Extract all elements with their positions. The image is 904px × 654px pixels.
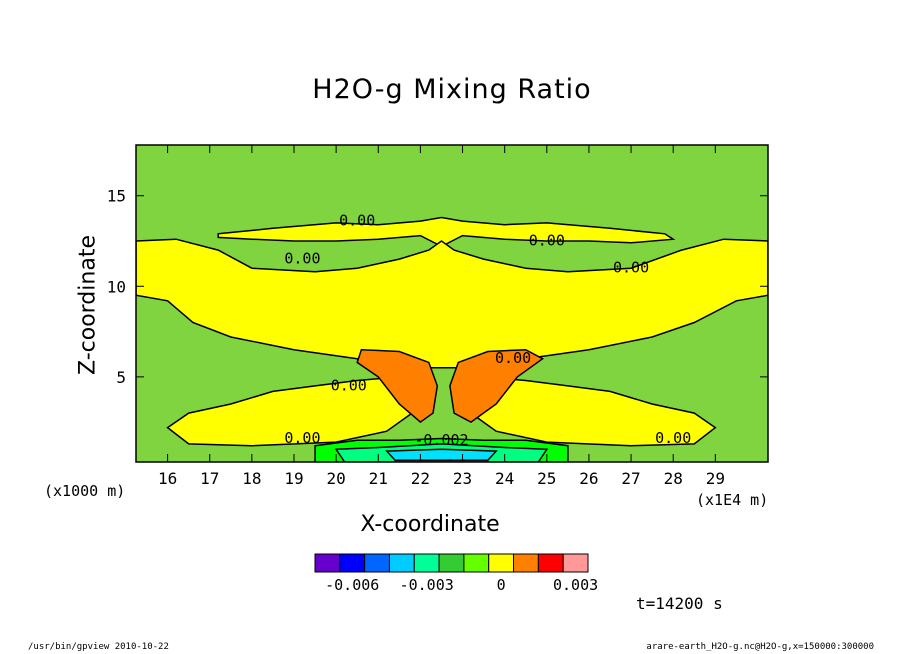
- colorbar-swatch: [438, 553, 465, 573]
- colorbar-tick-label: -0.003: [400, 576, 454, 594]
- colorbar-swatch: [339, 553, 366, 573]
- x-axis-label: X-coordinate: [360, 512, 500, 537]
- x-tick-label: 23: [453, 469, 472, 488]
- contour-region-upper-moist-band: [217, 216, 676, 248]
- x-scale-label: (x1E4 m): [696, 491, 769, 509]
- x-tick-label: 28: [664, 469, 683, 488]
- colorbar-swatch: [388, 553, 415, 573]
- x-tick-label: 29: [706, 469, 725, 488]
- x-tick-label: 16: [158, 469, 177, 488]
- x-tick-label: 21: [369, 469, 388, 488]
- x-tick-label: 26: [579, 469, 598, 488]
- plot-frame: [135, 144, 769, 463]
- x-tick-label: 20: [327, 469, 346, 488]
- contour-label: 0.00: [613, 259, 649, 277]
- colorbar-swatch: [537, 553, 564, 573]
- colorbar-tick-label: 0: [497, 576, 506, 594]
- y-tick-label: 10: [107, 277, 126, 296]
- contour-region-right-core: [449, 348, 545, 423]
- colorbar-tick-label: 0.003: [553, 576, 598, 594]
- time-annotation: t=14200 s: [636, 594, 723, 613]
- colorbar-swatch: [314, 553, 341, 573]
- x-tick-label: 24: [495, 469, 514, 488]
- contour-region-lower-right-moist: [461, 376, 717, 447]
- contour-label: 0.00: [284, 429, 320, 447]
- colorbar-swatch: [488, 553, 515, 573]
- contour-label: 0.00: [655, 429, 691, 447]
- x-tick-label: 17: [200, 469, 219, 488]
- contour-label: -0.002: [414, 431, 468, 449]
- x-tick-label: 22: [411, 469, 430, 488]
- chart-title: H2O-g Mixing Ratio: [312, 74, 592, 105]
- colorbar-tick-label: -0.006: [325, 576, 379, 594]
- colorbar-swatch: [463, 553, 490, 573]
- x-tick-label: 25: [537, 469, 556, 488]
- y-tick-label: 5: [116, 368, 126, 387]
- contour-region-main-moist-layer: [136, 238, 768, 369]
- colorbar-swatch: [413, 553, 440, 573]
- contour-label: 0.00: [331, 376, 367, 394]
- x-tick-label: 18: [242, 469, 261, 488]
- contour-label: 0.00: [284, 250, 320, 268]
- colorbar-swatch: [364, 553, 390, 573]
- y-tick-label: 15: [107, 187, 126, 206]
- footer-program-info: /usr/bin/gpview 2010-10-22: [28, 642, 169, 652]
- contour-region-surface-dry-min: [385, 448, 498, 461]
- footer-file-info: arare-earth_H2O-g.nc@H2O-g,x=150000:3000…: [646, 642, 874, 652]
- colorbar-swatch: [513, 553, 539, 573]
- contour-label: 0.00: [495, 349, 531, 367]
- contour-region-left-core: [356, 348, 439, 424]
- contour-label: 0.00: [339, 212, 375, 230]
- x-tick-label: 19: [284, 469, 303, 488]
- x-unit-label: (x1000 m): [44, 482, 126, 500]
- contour-label: 0.00: [529, 232, 565, 250]
- colorbar-swatch: [562, 553, 589, 573]
- x-tick-label: 27: [621, 469, 640, 488]
